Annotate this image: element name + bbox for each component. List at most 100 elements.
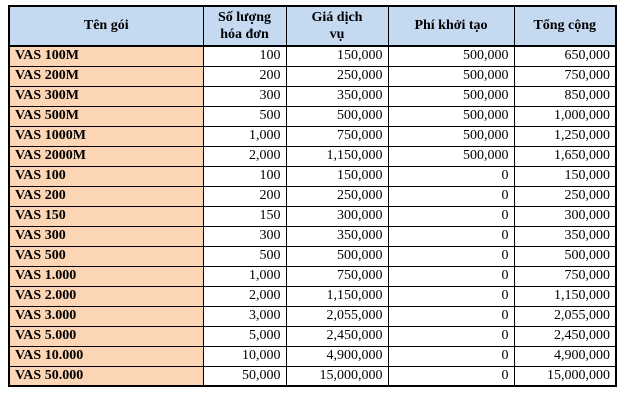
- quantity-cell: 100: [202, 45, 287, 67]
- column-header-service-price: Giá dịch vụ: [285, 5, 389, 47]
- service-price-cell: 750,000: [285, 125, 389, 147]
- total-cell: 650,000: [513, 45, 617, 67]
- table-row: VAS 10.000 10,000 4,900,000 0 4,900,000: [8, 345, 617, 367]
- table-row: VAS 200 200 250,000 0 250,000: [8, 185, 617, 207]
- quantity-cell: 200: [202, 185, 287, 207]
- total-cell: 300,000: [513, 205, 617, 227]
- table-row: VAS 2.000 2,000 1,150,000 0 1,150,000: [8, 285, 617, 307]
- table-row: VAS 100 100 150,000 0 150,000: [8, 165, 617, 187]
- quantity-cell: 300: [202, 225, 287, 247]
- total-cell: 750,000: [513, 65, 617, 87]
- table-row: VAS 5.000 5,000 2,450,000 0 2,450,000: [8, 325, 617, 347]
- table-row: VAS 2000M 2,000 1,150,000 500,000 1,650,000: [8, 145, 617, 167]
- init-fee-cell: 0: [387, 305, 515, 327]
- quantity-cell: 1,000: [202, 125, 287, 147]
- table-row: VAS 300M 300 350,000 500,000 850,000: [8, 85, 617, 107]
- package-name-cell: VAS 200: [8, 185, 204, 207]
- total-cell: 2,450,000: [513, 325, 617, 347]
- total-cell: 2,055,000: [513, 305, 617, 327]
- column-header-invoice-quantity: Số lượng hóa đơn: [202, 5, 287, 47]
- quantity-cell: 2,000: [202, 145, 287, 167]
- package-name-cell: VAS 100M: [8, 45, 204, 67]
- column-header-package-name: Tên gói: [8, 5, 204, 47]
- init-fee-cell: 500,000: [387, 45, 515, 67]
- total-cell: 15,000,000: [513, 365, 617, 387]
- table-row: VAS 500M 500 500,000 500,000 1,000,000: [8, 105, 617, 127]
- init-fee-cell: 0: [387, 365, 515, 387]
- quantity-cell: 10,000: [202, 345, 287, 367]
- package-name-cell: VAS 100: [8, 165, 204, 187]
- quantity-cell: 2,000: [202, 285, 287, 307]
- init-fee-cell: 0: [387, 285, 515, 307]
- service-price-cell: 300,000: [285, 205, 389, 227]
- service-price-cell: 500,000: [285, 105, 389, 127]
- table-row: VAS 50.000 50,000 15,000,000 0 15,000,000: [8, 365, 617, 387]
- package-name-cell: VAS 50.000: [8, 365, 204, 387]
- vas-pricing-table: Tên gói Số lượng hóa đơn Giá dịch vụ Phí…: [8, 5, 617, 387]
- package-name-cell: VAS 300: [8, 225, 204, 247]
- total-cell: 750,000: [513, 265, 617, 287]
- init-fee-cell: 500,000: [387, 145, 515, 167]
- total-cell: 1,000,000: [513, 105, 617, 127]
- init-fee-cell: 0: [387, 345, 515, 367]
- total-cell: 150,000: [513, 165, 617, 187]
- table-row: VAS 1.000 1,000 750,000 0 750,000: [8, 265, 617, 287]
- service-price-cell: 15,000,000: [285, 365, 389, 387]
- header-row: Tên gói Số lượng hóa đơn Giá dịch vụ Phí…: [8, 5, 617, 47]
- total-cell: 4,900,000: [513, 345, 617, 367]
- table-row: VAS 300 300 350,000 0 350,000: [8, 225, 617, 247]
- init-fee-cell: 0: [387, 325, 515, 347]
- table-row: VAS 150 150 300,000 0 300,000: [8, 205, 617, 227]
- service-price-cell: 1,150,000: [285, 145, 389, 167]
- init-fee-cell: 0: [387, 225, 515, 247]
- total-cell: 1,150,000: [513, 285, 617, 307]
- table-row: VAS 1000M 1,000 750,000 500,000 1,250,000: [8, 125, 617, 147]
- package-name-cell: VAS 200M: [8, 65, 204, 87]
- quantity-cell: 200: [202, 65, 287, 87]
- package-name-cell: VAS 2.000: [8, 285, 204, 307]
- init-fee-cell: 500,000: [387, 125, 515, 147]
- init-fee-cell: 0: [387, 245, 515, 267]
- total-cell: 850,000: [513, 85, 617, 107]
- service-price-cell: 150,000: [285, 45, 389, 67]
- init-fee-cell: 0: [387, 205, 515, 227]
- package-name-cell: VAS 5.000: [8, 325, 204, 347]
- package-name-cell: VAS 500: [8, 245, 204, 267]
- init-fee-cell: 500,000: [387, 105, 515, 127]
- quantity-cell: 500: [202, 105, 287, 127]
- quantity-cell: 300: [202, 85, 287, 107]
- table-row: VAS 100M 100 150,000 500,000 650,000: [8, 45, 617, 67]
- init-fee-cell: 0: [387, 265, 515, 287]
- init-fee-cell: 0: [387, 185, 515, 207]
- service-price-cell: 150,000: [285, 165, 389, 187]
- init-fee-cell: 500,000: [387, 85, 515, 107]
- quantity-cell: 1,000: [202, 265, 287, 287]
- service-price-cell: 350,000: [285, 225, 389, 247]
- table-row: VAS 500 500 500,000 0 500,000: [8, 245, 617, 267]
- table-header: Tên gói Số lượng hóa đơn Giá dịch vụ Phí…: [8, 5, 617, 47]
- service-price-cell: 4,900,000: [285, 345, 389, 367]
- quantity-cell: 5,000: [202, 325, 287, 347]
- package-name-cell: VAS 10.000: [8, 345, 204, 367]
- package-name-cell: VAS 500M: [8, 105, 204, 127]
- service-price-cell: 350,000: [285, 85, 389, 107]
- service-price-cell: 2,055,000: [285, 305, 389, 327]
- quantity-cell: 3,000: [202, 305, 287, 327]
- package-name-cell: VAS 1.000: [8, 265, 204, 287]
- table-body: VAS 100M 100 150,000 500,000 650,000 VAS 200M…: [8, 45, 617, 387]
- package-name-cell: VAS 150: [8, 205, 204, 227]
- package-name-cell: VAS 300M: [8, 85, 204, 107]
- total-cell: 1,650,000: [513, 145, 617, 167]
- service-price-cell: 500,000: [285, 245, 389, 267]
- service-price-cell: 250,000: [285, 65, 389, 87]
- column-header-total: Tổng cộng: [513, 5, 617, 47]
- table-row: VAS 3.000 3,000 2,055,000 0 2,055,000: [8, 305, 617, 327]
- total-cell: 1,250,000: [513, 125, 617, 147]
- service-price-cell: 250,000: [285, 185, 389, 207]
- package-name-cell: VAS 2000M: [8, 145, 204, 167]
- init-fee-cell: 0: [387, 165, 515, 187]
- total-cell: 250,000: [513, 185, 617, 207]
- column-header-init-fee: Phí khởi tạo: [387, 5, 515, 47]
- quantity-cell: 500: [202, 245, 287, 267]
